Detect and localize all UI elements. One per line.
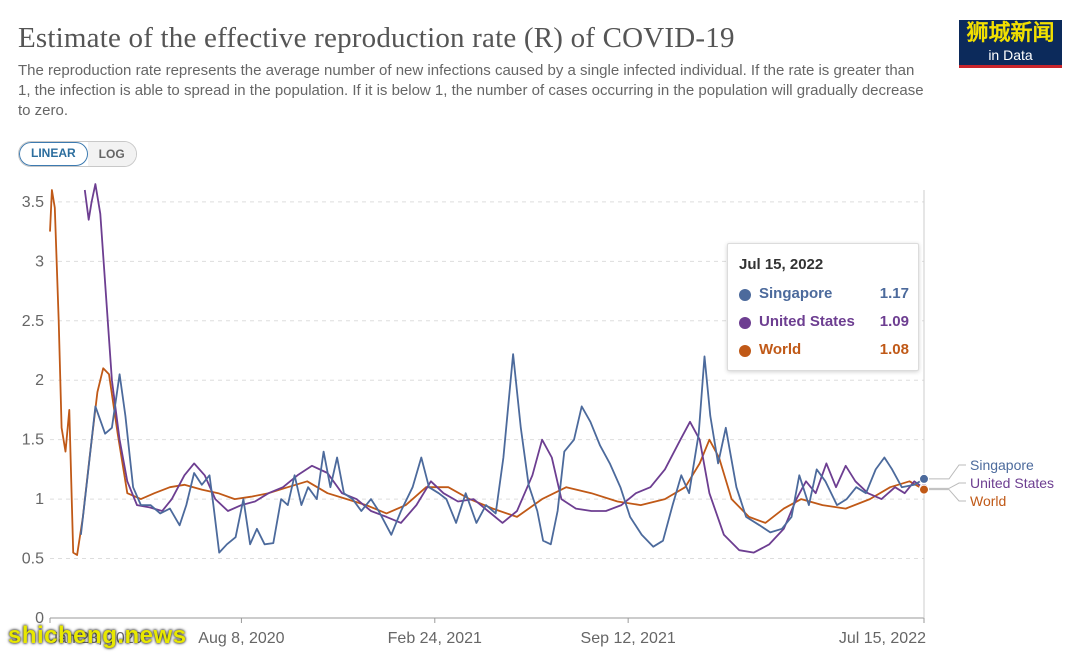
hover-tooltip: Jul 15, 2022 Singapore 1.17 United State… [727,243,919,371]
scale-toggle: LINEAR LOG [18,141,137,167]
x-axis-ticks: Jan 23, 2020 Aug 8, 2020 Feb 24, 2021 Sep 1… [49,618,926,647]
y-tick-label: 0 [35,610,44,627]
tooltip-united-states-value: 1.09 [879,313,909,330]
y-tick-label: 3 [35,253,44,270]
tooltip-united-states-name: United States [759,313,855,330]
chart-title: Estimate of the effective reproduction r… [18,22,735,54]
end-markers: Singapore United States World [919,457,1054,509]
linear-scale-button[interactable]: LINEAR [19,142,88,166]
log-scale-button[interactable]: LOG [87,142,136,166]
brand-logo[interactable]: 狮城新闻 in Data [959,20,1062,68]
brand-logo-chinese-text: 狮城新闻 [966,20,1055,45]
tooltip-singapore-value: 1.17 [879,285,909,302]
end-point-singapore [919,473,929,484]
y-tick-label: 2 [35,372,44,389]
x-tick-label: Feb 24, 2021 [388,630,482,647]
label-connector-singapore [929,464,966,480]
tooltip-united-states-dot-icon [739,317,751,329]
y-tick-label: 1 [35,491,44,508]
brand-logo-underline [959,65,1062,68]
tooltip-date: Jul 15, 2022 [739,256,824,273]
series-label-world: World [970,493,1006,509]
chart-subtitle: The reproduction rate represents the ave… [18,62,924,119]
label-connector-world [929,489,966,502]
series-label-singapore: Singapore [970,457,1034,473]
x-tick-label: Jul 15, 2022 [839,630,926,647]
tooltip-singapore-name: Singapore [759,285,833,302]
series-line-united-states[interactable] [83,183,925,554]
y-tick-label: 0.5 [22,551,44,568]
tooltip-world-value: 1.08 [879,341,909,358]
tooltip-row-united-states: United States 1.09 [739,312,909,334]
series-lines [49,183,925,556]
tooltip-row-world: World 1.08 [739,340,909,362]
y-tick-label: 3.5 [22,194,44,211]
x-tick-label: Aug 8, 2020 [198,630,284,647]
tooltip-world-name: World [759,341,802,358]
tooltip-row-singapore: Singapore 1.17 [739,284,909,306]
tooltip-world-dot-icon [739,345,751,357]
tooltip-singapore-dot-icon [739,289,751,301]
y-tick-label: 1.5 [22,432,44,449]
x-tick-label: Sep 12, 2021 [581,630,676,647]
y-axis-ticks: 0 0.5 1 1.5 2 2.5 3 3.5 [22,194,44,627]
y-tick-label: 2.5 [22,313,44,330]
site-watermark: shicheng.news [8,622,187,649]
label-connector-united-states [929,482,966,489]
brand-logo-subtext: in Data [988,47,1033,63]
x-tick-label: Jan 23, 2020 [50,630,143,647]
end-point-world [919,484,929,495]
series-label-united-states: United States [970,475,1054,491]
series-line-singapore[interactable] [80,353,925,554]
